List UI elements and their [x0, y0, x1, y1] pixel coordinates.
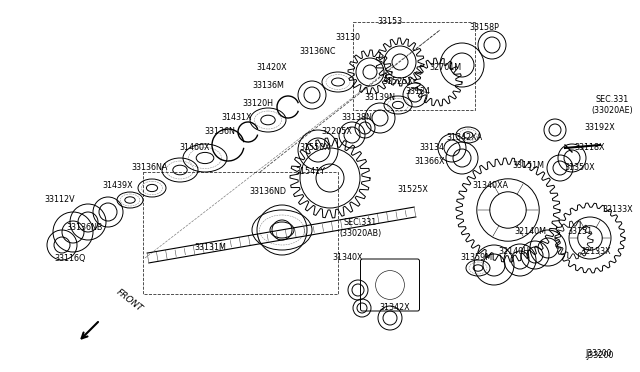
Text: 33151M: 33151M — [512, 160, 544, 170]
Text: SEC.331
(33020AE): SEC.331 (33020AE) — [591, 95, 633, 115]
Text: 33139N: 33139N — [365, 93, 396, 103]
Text: 33151: 33151 — [568, 228, 593, 237]
Text: 33116Q: 33116Q — [54, 253, 86, 263]
Text: 32140M: 32140M — [514, 228, 546, 237]
Text: 31350X: 31350X — [564, 164, 595, 173]
Text: J33200: J33200 — [586, 350, 614, 359]
Text: 31340X: 31340X — [333, 253, 364, 263]
Text: FRONT: FRONT — [115, 288, 145, 314]
Text: 31439X: 31439X — [102, 180, 133, 189]
Text: 31340XA: 31340XA — [472, 180, 508, 189]
Text: 31431X: 31431X — [221, 113, 252, 122]
Text: 31460X: 31460X — [180, 144, 211, 153]
Bar — [353, 22, 475, 110]
Text: 31420X: 31420X — [257, 64, 287, 73]
Bar — [143, 172, 338, 294]
Text: 33112V: 33112V — [45, 196, 76, 205]
Text: 33134: 33134 — [419, 144, 445, 153]
Text: 32140H: 32140H — [499, 247, 529, 257]
Text: 33118X: 33118X — [575, 144, 605, 153]
Text: 33120H: 33120H — [243, 99, 273, 109]
Text: 32133X: 32133X — [580, 247, 611, 257]
Text: 33134: 33134 — [406, 87, 431, 96]
Text: 31550X: 31550X — [300, 144, 330, 153]
Text: 31342XA: 31342XA — [446, 134, 482, 142]
Text: 31525X: 31525X — [383, 77, 413, 87]
Text: 33136N: 33136N — [205, 128, 236, 137]
Text: 31525X: 31525X — [397, 186, 428, 195]
Text: 31342X: 31342X — [380, 304, 410, 312]
Text: 31366X: 31366X — [415, 157, 445, 167]
Text: J33200: J33200 — [586, 349, 612, 358]
Text: 33136M: 33136M — [252, 81, 284, 90]
Text: 33192X: 33192X — [584, 124, 616, 132]
Text: 33136ND: 33136ND — [250, 187, 287, 196]
Text: 33136NA: 33136NA — [132, 164, 168, 173]
Text: 31541Y: 31541Y — [295, 167, 325, 176]
Text: 33136NB: 33136NB — [67, 224, 103, 232]
Text: 33158P: 33158P — [469, 23, 499, 32]
Text: 31359M: 31359M — [460, 253, 492, 263]
Text: 33138N: 33138N — [342, 113, 372, 122]
Text: 33131M: 33131M — [194, 244, 226, 253]
Text: 32205X: 32205X — [321, 128, 353, 137]
Text: 32133X: 32133X — [603, 205, 634, 215]
Text: 33130: 33130 — [335, 33, 360, 42]
Text: 33136NC: 33136NC — [300, 48, 336, 57]
Text: 33153: 33153 — [378, 17, 403, 26]
Text: 32701M: 32701M — [429, 64, 461, 73]
Text: SEC.331
(33020AB): SEC.331 (33020AB) — [339, 218, 381, 238]
